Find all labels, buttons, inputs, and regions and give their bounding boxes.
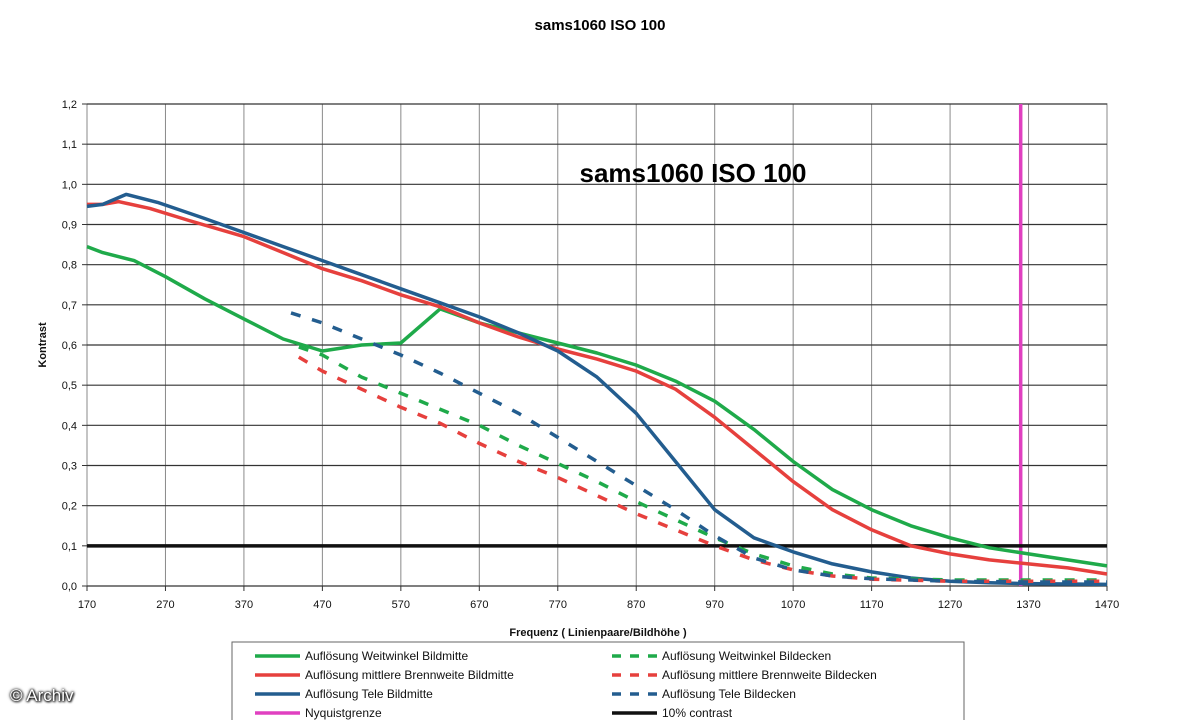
x-tick-label: 1470 <box>1095 599 1119 611</box>
legend-label: Auflösung Tele Bildmitte <box>305 687 433 701</box>
series-line-0 <box>86 244 1108 568</box>
y-tick-label: 0,0 <box>62 581 77 593</box>
y-tick-label: 0,3 <box>62 461 77 473</box>
y-tick-label: 0,7 <box>62 300 77 312</box>
x-tick-label: 1370 <box>1016 599 1040 611</box>
x-tick-label: 1170 <box>860 599 884 611</box>
series-line-5 <box>290 311 1107 584</box>
x-tick-label: 470 <box>313 599 331 611</box>
x-tick-label: 270 <box>156 599 174 611</box>
x-tick-label: 870 <box>627 599 645 611</box>
y-tick-label: 0,1 <box>62 541 77 553</box>
x-tick-label: 370 <box>235 599 253 611</box>
y-tick-label: 0,4 <box>62 420 77 432</box>
y-tick-label: 0,5 <box>62 380 77 392</box>
x-tick-label: 770 <box>549 599 567 611</box>
legend-label: Nyquistgrenze <box>305 706 382 720</box>
plot-area: 170 270 370 470 570 670 770 870 970 1070 1170 1270 1… <box>62 99 1120 611</box>
y-tick-label: 0,6 <box>62 340 77 352</box>
x-tick-label: 570 <box>392 599 410 611</box>
legend-label: Auflösung mittlere Brennweite Bildmitte <box>305 668 514 682</box>
legend-label: Auflösung Weitwinkel Bildecken <box>662 649 831 663</box>
legend-label: Auflösung Weitwinkel Bildmitte <box>305 649 469 663</box>
x-tick-label: 970 <box>706 599 724 611</box>
x-tick-label: 1270 <box>938 599 962 611</box>
legend-label: 10% contrast <box>662 706 733 720</box>
y-tick-label: 1,1 <box>62 139 77 151</box>
y-tick-label: 0,2 <box>62 501 77 513</box>
legend-label: Auflösung Tele Bildecken <box>662 687 796 701</box>
x-axis-label: Frequenz ( Linienpaare/Bildhöhe ) <box>509 627 687 639</box>
chart-title: sams1060 ISO 100 <box>535 17 666 34</box>
y-tick-label: 0,9 <box>62 220 77 232</box>
x-tick-label: 670 <box>470 599 488 611</box>
legend-label: Auflösung mittlere Brennweite Bildecken <box>662 668 877 682</box>
legend: Auflösung Weitwinkel Bildmitte Auflösung … <box>231 641 965 720</box>
series-line-1 <box>87 199 1108 576</box>
y-tick-label: 0,8 <box>62 260 77 272</box>
archive-watermark: © Archiv <box>10 686 74 705</box>
y-tick-label: 1,0 <box>62 179 77 191</box>
x-tick-label: 1070 <box>781 599 805 611</box>
y-axis-label: Kontrast <box>37 322 49 368</box>
x-tick-label: 170 <box>78 599 96 611</box>
legend-box <box>231 641 965 720</box>
y-tick-label: 1,2 <box>62 99 77 111</box>
inner-chart-title: sams1060 ISO 100 <box>580 158 807 188</box>
